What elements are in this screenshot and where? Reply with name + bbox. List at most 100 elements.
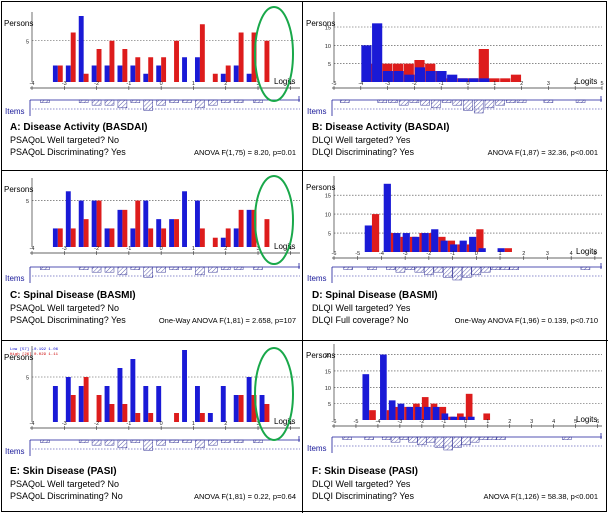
bar-low — [412, 236, 420, 252]
item-bar — [562, 436, 572, 440]
panel-b: 5 10 15 Persons -5 -4 -3 -2 -1 0 1 2 3 4 5 Logits Items … — [304, 2, 604, 172]
bar-high — [174, 413, 179, 422]
x-tick-label: 5 — [600, 81, 603, 87]
item-bar — [367, 266, 377, 270]
bar-high — [225, 65, 231, 82]
x-tick-label: 3 — [256, 421, 259, 427]
bar-low — [450, 244, 458, 252]
items-axis-label: Items — [5, 447, 25, 456]
y-tick-label: 5 — [26, 376, 29, 382]
x-tick-label: 0 — [466, 81, 469, 87]
bar-high — [238, 395, 244, 422]
item-bar — [398, 99, 409, 106]
bar-low — [52, 386, 58, 422]
item-bar — [478, 436, 489, 440]
item-bar — [342, 436, 352, 440]
bar-low — [182, 57, 187, 82]
bar-low — [78, 200, 84, 247]
panel-f: 5 10 15 20 Persons -6 -5 -4 -3 -2 -1 0 1 2 3 4 5 6 Logits I… — [304, 342, 604, 512]
item-bar — [143, 439, 153, 451]
items-axis-label: Items — [5, 107, 25, 116]
bar-high — [148, 413, 154, 422]
x-tick-label: 0 — [160, 81, 163, 87]
x-tick-label: -4 — [358, 81, 363, 87]
bar-low — [156, 386, 162, 422]
persons-axis-label: Persons — [306, 351, 335, 360]
item-bar — [40, 99, 50, 103]
x-tick-label: -4 — [30, 421, 35, 427]
x-tick-label: -4 — [379, 251, 384, 257]
bar-high — [199, 228, 205, 247]
bar-low — [194, 57, 200, 82]
bar-high — [251, 32, 257, 82]
bar-low — [52, 228, 58, 247]
panel-title: C: Spinal Disease (BASMI) — [10, 290, 136, 301]
bar-low — [246, 73, 252, 82]
x-tick-label: -4 — [375, 419, 380, 425]
bar-high — [212, 237, 218, 247]
bar-low — [104, 228, 110, 247]
item-bar — [433, 266, 444, 273]
anova-text: ANOVA F(1,81) = 0.22, p=0.64 — [193, 492, 296, 501]
x-tick-label: 0 — [160, 246, 163, 252]
bar-low — [361, 45, 372, 82]
bar-high — [96, 49, 102, 82]
items-axis-label: Items — [307, 274, 327, 283]
caption-line-2: DLQI Full coverage? No — [312, 315, 409, 325]
bar-low — [91, 200, 97, 247]
y-tick-label: 5 — [328, 232, 331, 238]
x-tick-label: 4 — [289, 421, 292, 427]
panel-title: D: Spinal Disease (BASMI) — [312, 290, 438, 301]
bar-low — [91, 65, 97, 82]
item-bar — [496, 436, 506, 440]
x-tick-label: 4 — [574, 81, 577, 87]
y-tick-label: 5 — [328, 402, 331, 408]
x-tick-label: 2 — [224, 81, 227, 87]
item-bar — [40, 439, 50, 443]
bar-low — [220, 386, 226, 422]
bar-high — [122, 209, 128, 247]
bar-low — [65, 377, 71, 422]
item-bar — [481, 266, 491, 273]
caption-line-2: PSAQoL Discriminating? Yes — [10, 315, 126, 325]
bar-high — [57, 228, 63, 247]
x-tick-label: -5 — [355, 251, 360, 257]
item-bar — [117, 439, 128, 449]
bar-low — [436, 71, 447, 82]
bar-low — [233, 228, 239, 247]
item-bar — [143, 266, 153, 278]
bar-low — [182, 350, 187, 422]
item-bar — [408, 436, 418, 443]
y-tick-label: 5 — [328, 62, 331, 68]
logits-axis-label: Logits — [274, 77, 295, 86]
item-bar — [78, 439, 89, 443]
caption-c: C: Spinal Disease (BASMI) PSAQoL Well ta… — [10, 290, 302, 326]
bar-low — [388, 400, 396, 420]
bar-low — [78, 386, 84, 422]
row-divider-1 — [1, 170, 608, 171]
item-bar — [208, 266, 218, 273]
item-bar — [452, 266, 463, 281]
caption-d: D: Spinal Disease (BASMI) DLQI Well targ… — [312, 290, 604, 326]
highlight-ellipse — [254, 175, 294, 265]
x-tick-label: -6 — [332, 251, 337, 257]
bar-high — [122, 49, 128, 82]
y-tick-label: 15 — [325, 369, 331, 375]
y-tick-label: 10 — [325, 44, 331, 50]
x-tick-label: 2 — [520, 81, 523, 87]
x-tick-label: 3 — [546, 251, 549, 257]
bar-high — [70, 228, 76, 247]
bar-low — [380, 354, 387, 420]
bar-low — [259, 395, 265, 422]
x-tick-label: -5 — [332, 81, 337, 87]
x-tick-label: -2 — [94, 81, 99, 87]
bar-low — [469, 236, 477, 252]
bar-low — [104, 65, 110, 82]
item-bar — [431, 99, 441, 109]
x-tick-label: -2 — [426, 251, 431, 257]
bar-high — [212, 73, 218, 82]
x-tick-label: 4 — [570, 251, 573, 257]
bar-high — [478, 49, 489, 82]
bar-high — [83, 219, 89, 247]
item-bar — [471, 266, 482, 276]
